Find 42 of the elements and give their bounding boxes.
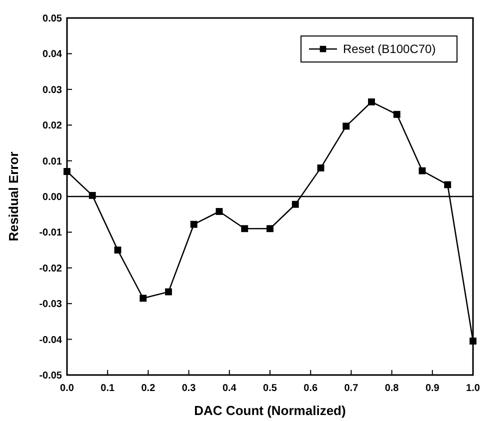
point: [470, 338, 476, 345]
point: [241, 225, 248, 232]
x-tick-label: 0.4: [222, 383, 237, 394]
point: [317, 164, 324, 172]
y-tick-label: -0.02: [39, 263, 62, 274]
x-tick-label: 0.2: [141, 383, 156, 394]
y-tick-label: 0.05: [42, 14, 62, 24]
x-tick-label: 0.7: [344, 383, 359, 394]
x-tick-label: 0.0: [60, 383, 74, 394]
y-tick-label: 0.02: [42, 120, 62, 132]
point: [266, 225, 274, 232]
y-tick-label: 0.01: [42, 156, 62, 168]
point: [368, 98, 375, 106]
legend-label: Reset (B100C70): [343, 42, 436, 56]
x-tick-label: 0.9: [425, 383, 440, 394]
point: [393, 110, 400, 118]
point: [342, 122, 350, 130]
point: [216, 208, 223, 215]
point: [292, 200, 299, 208]
point: [165, 288, 172, 296]
point: [88, 192, 96, 199]
y-tick-label: -0.03: [39, 299, 62, 310]
y-tick-label: -0.04: [39, 334, 62, 346]
x-axis-title: DAC Count (Normalized): [194, 403, 346, 418]
point: [190, 220, 198, 228]
point: [114, 246, 122, 254]
x-tick-label: 0.6: [304, 383, 318, 394]
point: [418, 167, 426, 174]
point: [444, 181, 452, 188]
x-tick-label: 0.1: [100, 383, 115, 394]
y-tick-label: 0.04: [42, 49, 62, 60]
y-tick-label: -0.05: [39, 370, 62, 382]
x-tick-label: 1.0: [466, 383, 480, 394]
x-tick-label: 0.5: [263, 383, 278, 394]
point: [64, 168, 70, 175]
x-tick-label: 0.8: [384, 383, 400, 394]
y-axis-title: Residual Error: [6, 152, 21, 242]
y-tick-label: 0.00: [42, 192, 62, 203]
point: [140, 294, 147, 302]
y-tick-label: 0.03: [42, 84, 62, 96]
x-tick-label: 0.3: [182, 383, 196, 394]
y-tick-label: -0.01: [39, 228, 62, 239]
